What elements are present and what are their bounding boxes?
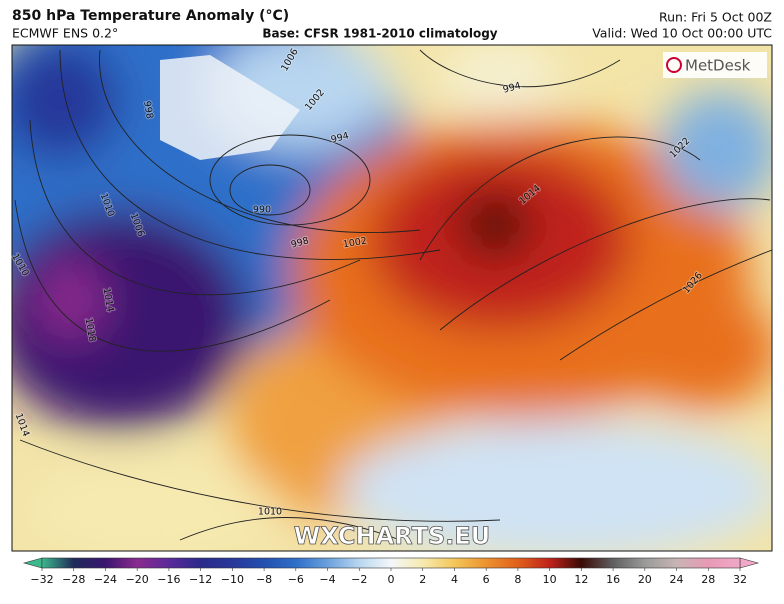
- watermark: WXCHARTS.EU: [294, 522, 490, 550]
- run: Run: Fri 5 Oct 00Z: [659, 10, 772, 25]
- base: Base: CFSR 1981-2010 climatology: [262, 27, 497, 41]
- isobar-label: 990: [253, 205, 271, 216]
- colorbar: −32 −28 −24 −20 −16 −12 −10 −8 −6 −4 −2 0 2 4 6 8 10 12 16…: [22, 557, 760, 586]
- colorbar-tick-label: 32: [733, 573, 747, 586]
- isobar-label: 998: [290, 235, 310, 250]
- colorbar-tick-label: 12: [574, 573, 588, 586]
- colorbar-left-arrow: [22, 557, 43, 569]
- logo: MetDesk: [685, 57, 751, 75]
- isobars: [14, 49, 772, 541]
- colorbar-bar: [41, 557, 741, 569]
- map-frame: [11, 44, 773, 552]
- colorbar-tick-label: 0: [388, 573, 395, 586]
- colorbar-tick-label: 28: [701, 573, 715, 586]
- colorbar-tick-label: −20: [126, 573, 149, 586]
- colorbar-tick-label: 20: [638, 573, 652, 586]
- colorbar-tick-label: −24: [94, 573, 117, 586]
- colorbar-right-arrow: [739, 557, 760, 569]
- anomaly-field: [12, 45, 772, 551]
- colorbar-tick-label: 24: [670, 573, 684, 586]
- isobar-label: 1010: [258, 507, 282, 518]
- model: ECMWF ENS 0.2°: [12, 26, 118, 41]
- colorbar-tick-label: −32: [30, 573, 53, 586]
- colorbar-tick-label: −8: [256, 573, 272, 586]
- map: [12, 45, 772, 551]
- colorbar-tick-label: 10: [543, 573, 557, 586]
- colorbar-tick-label: −12: [189, 573, 212, 586]
- greenland: [160, 55, 300, 160]
- colorbar-tick-label: 4: [451, 573, 458, 586]
- colorbar-tick-label: −16: [157, 573, 180, 586]
- colorbar-tick-label: −28: [62, 573, 85, 586]
- colorbar-tick-label: −2: [351, 573, 367, 586]
- colorbar-tick-label: −10: [221, 573, 244, 586]
- colorbar-tick-label: −6: [288, 573, 304, 586]
- colorbar-tick-label: 2: [419, 573, 426, 586]
- colorbar-tick-label: 8: [514, 573, 521, 586]
- isobar-label: 1018: [82, 317, 97, 343]
- colorbar-tick-label: 6: [483, 573, 490, 586]
- isobar-label: 1014: [100, 287, 115, 313]
- isobar-label: 998: [141, 100, 155, 120]
- isobar-label: 1002: [342, 235, 368, 250]
- title: 850 hPa Temperature Anomaly (°C): [12, 8, 289, 24]
- colorbar-tick-label: 16: [606, 573, 620, 586]
- colorbar-tick-label: −4: [319, 573, 335, 586]
- logo-icon: [666, 57, 682, 73]
- valid: Valid: Wed 10 Oct 00:00 UTC: [592, 26, 772, 41]
